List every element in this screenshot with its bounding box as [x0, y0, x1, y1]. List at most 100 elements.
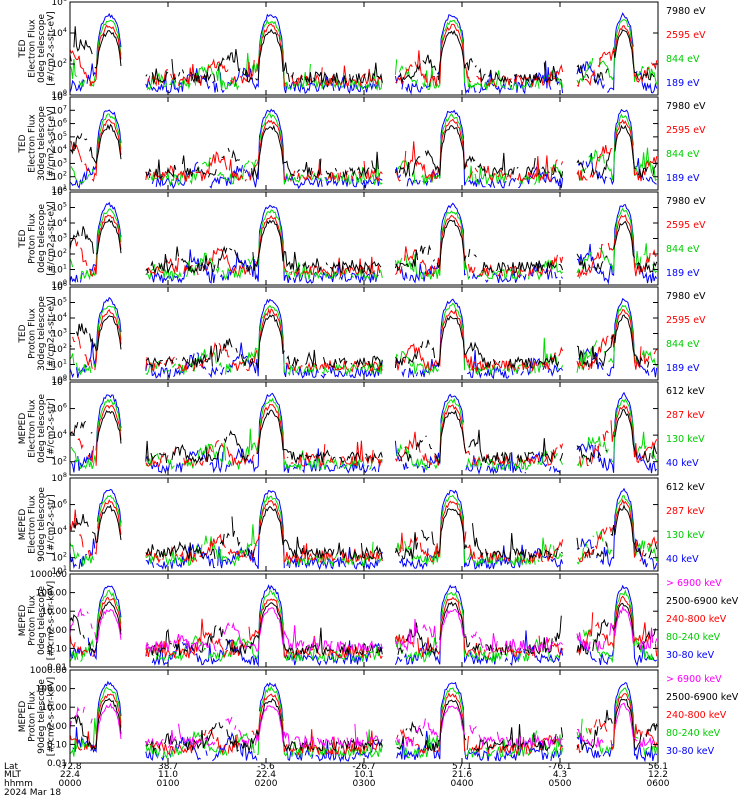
series-trace-3-2	[72, 214, 657, 278]
legend-entry-8-1: 2500-6900 keV	[666, 692, 739, 703]
y-tick-label-4-5: 101	[51, 358, 67, 371]
y-tick-label-6-3: 102	[51, 551, 67, 564]
legend-entry-1-2: 844 eV	[666, 54, 700, 65]
legend-entry-2-1: 2595 eV	[666, 125, 706, 136]
x-value-mlt-1: 11.0	[158, 770, 178, 780]
y-axis-label-line-2-0: TED	[18, 134, 28, 153]
x-value-hhmm-6: 0600	[647, 779, 670, 789]
y-tick-label-8-1: 100.00	[36, 685, 68, 695]
legend-entry-8-3: 80-240 keV	[666, 728, 721, 739]
y-tick-label-2-5: 103	[51, 156, 67, 169]
y-axis-label-line-7-3: [#/cm2-s-str-keV]	[46, 581, 56, 660]
y-axis-label-line-6-0: MEPED	[18, 509, 28, 541]
y-tick-label-4-6: 100	[51, 373, 67, 386]
legend-entry-5-1: 287 keV	[666, 410, 705, 421]
x-value-hhmm-2: 0200	[255, 779, 278, 789]
y-tick-label-8-4: 0.10	[47, 740, 67, 750]
y-tick-label-2-6: 102	[51, 170, 67, 183]
legend-entry-5-3: 40 keV	[666, 458, 699, 469]
legend-entry-6-0: 612 keV	[666, 482, 705, 493]
y-axis-label-line-8-1: Proton Flux	[27, 691, 37, 742]
x-value-mlt-4: 21.6	[452, 770, 472, 780]
y-tick-label-8-5: 0.01	[47, 759, 67, 769]
legend-entry-7-3: 80-240 keV	[666, 632, 721, 643]
y-axis-label-8: MEPEDProton Flux90deg telescope[#/cm2-s-…	[18, 677, 57, 756]
legend-entry-1-3: 189 eV	[666, 78, 700, 89]
y-tick-label-4-0: 106	[51, 280, 67, 293]
y-tick-label-8-0: 1000.00	[30, 666, 67, 676]
y-axis-label-line-4-0: TED	[18, 324, 28, 343]
y-axis-label-line-7-1: Proton Flux	[27, 595, 37, 646]
panel-1: 106 104 102 100 TEDElectron Flux0deg telesco…	[18, 0, 706, 101]
legend-entry-8-4: 30-80 keV	[666, 746, 715, 757]
series-trace-1-2	[69, 23, 658, 88]
x-value-mlt-5: 4.3	[553, 770, 567, 780]
x-value-mlt-2: 22.4	[256, 770, 276, 780]
y-axis-label-line-6-2: 90deg telescope	[37, 487, 47, 562]
x-value-hhmm-0: 0000	[59, 779, 82, 789]
y-axis-label-line-8-0: MEPED	[18, 701, 28, 733]
y-tick-label-3-3: 103	[51, 232, 67, 245]
y-tick-label-4-4: 102	[51, 342, 67, 355]
series-trace-8-2	[69, 697, 658, 753]
y-tick-label-2-7: 101	[51, 183, 67, 196]
y-axis-label-line-7-2: 0deg telescope	[37, 586, 47, 656]
panel-7: 1000.00 100.00 10.00 1.00 0.10 0.01 MEPEDProto…	[18, 570, 739, 673]
y-tick-label-6-2: 104	[51, 524, 67, 537]
y-axis-label-1: TEDElectron Flux0deg telescope[#/cm2-s-s…	[18, 11, 57, 86]
y-axis-label-line-2-3: [#/cm2-s-str-eV]	[46, 106, 56, 181]
legend-entry-7-1: 2500-6900 keV	[666, 596, 739, 607]
x-value-hhmm-3: 0300	[353, 779, 376, 789]
legend-entry-3-0: 7980 eV	[666, 196, 706, 207]
x-value-mlt-0: 22.4	[60, 770, 80, 780]
y-tick-label-3-6: 100	[51, 278, 67, 291]
y-axis-label-6: MEPEDElectron Flux90deg telescope[#/cm2-…	[18, 487, 57, 562]
y-axis-label-line-1-0: TED	[18, 39, 28, 58]
legend-entry-1-0: 7980 eV	[666, 6, 706, 17]
y-axis-label-line-1-1: Electron Flux	[27, 19, 37, 78]
legend-entry-2-3: 189 eV	[666, 173, 700, 184]
x-value-lat-5: -76.1	[548, 762, 571, 772]
y-tick-label-3-0: 106	[51, 185, 67, 198]
y-tick-label-2-4: 104	[51, 143, 67, 156]
y-axis-label-line-1-3: [#/cm2-s-str-eV]	[46, 11, 56, 86]
y-tick-label-1-1: 104	[51, 26, 67, 39]
y-tick-label-2-3: 105	[51, 130, 67, 143]
x-value-hhmm-5: 0500	[549, 779, 572, 789]
legend-entry-3-2: 844 eV	[666, 244, 700, 255]
y-axis-label-line-4-2: 30deg telescope	[37, 296, 47, 371]
x-row-label-mlt: MLT	[4, 770, 22, 780]
x-value-lat-4: 57.1	[452, 762, 472, 772]
legend-entry-4-2: 844 eV	[666, 339, 700, 350]
y-tick-label-5-0: 108	[51, 375, 67, 388]
y-tick-label-3-5: 101	[51, 263, 67, 276]
y-tick-label-6-0: 108	[51, 471, 67, 484]
y-tick-label-8-3: 1.00	[47, 722, 67, 732]
series-trace-2-4	[69, 108, 657, 190]
y-axis-label-line-2-1: Electron Flux	[27, 114, 37, 173]
y-tick-label-7-4: 0.10	[47, 644, 67, 654]
y-tick-label-6-4: 101	[51, 564, 67, 577]
legend-entry-2-2: 844 eV	[666, 149, 700, 160]
x-value-lat-0: -72.8	[58, 762, 82, 772]
y-tick-label-7-2: 10.00	[41, 607, 67, 617]
panel-4: 106 105 104 103 102 101 100 TEDProton Flux30deg…	[18, 280, 706, 386]
y-axis-label-line-2-2: 30deg telescope	[37, 106, 47, 181]
x-row-label-hhmm: hhmm	[4, 779, 33, 789]
panel-8: 1000.00 100.00 10.00 1.00 0.10 0.01 MEPEDProto…	[18, 666, 739, 769]
x-value-hhmm-4: 0400	[451, 779, 474, 789]
legend-entry-4-3: 189 eV	[666, 363, 700, 374]
y-axis-label-line-5-1: Electron Flux	[27, 399, 37, 458]
y-axis-label-2: TEDElectron Flux30deg telescope[#/cm2-s-…	[18, 106, 57, 181]
y-tick-label-3-1: 105	[51, 201, 67, 214]
y-axis-label-line-3-2: 0deg telescope	[37, 204, 47, 274]
legend-entry-2-0: 7980 eV	[666, 101, 706, 112]
series-trace-7-1	[69, 605, 658, 654]
y-tick-label-2-1: 107	[51, 103, 67, 116]
x-value-lat-3: -26.7	[352, 762, 375, 772]
y-tick-label-5-3: 102	[51, 455, 67, 468]
y-axis-label-3: TEDProton Flux0deg telescope[#/cm2-s-str…	[18, 201, 57, 276]
y-axis-label-line-3-1: Proton Flux	[27, 213, 37, 264]
